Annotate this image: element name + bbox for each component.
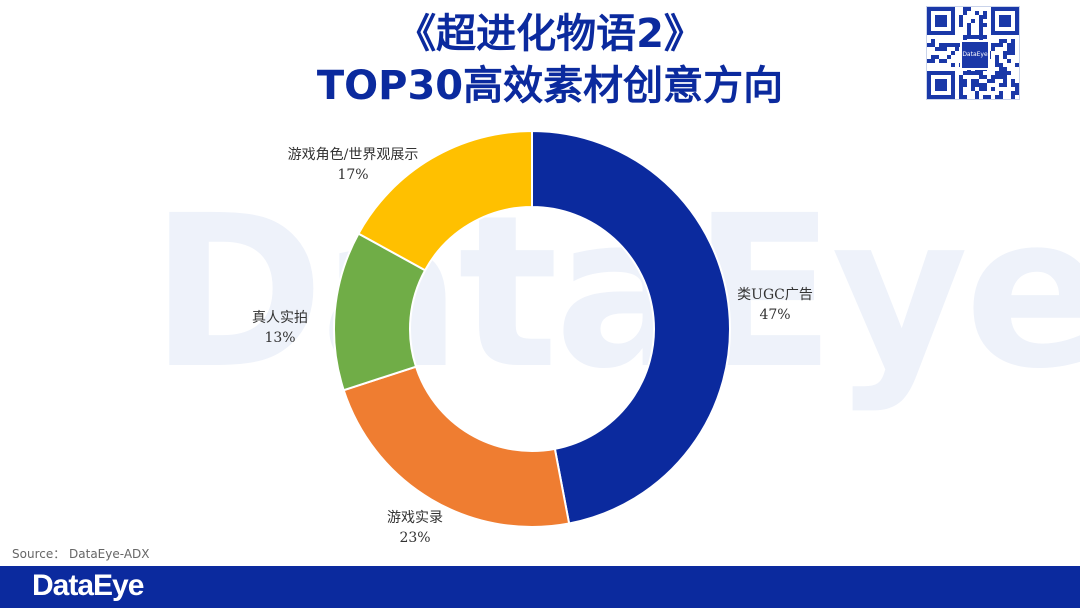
- slice-ugc: [531, 129, 731, 525]
- slice-label-liveaction: 真人实拍 13%: [230, 308, 330, 348]
- slice-label-character: 游戏角色/世界观展示 17%: [258, 145, 448, 185]
- slice-label-percent: 17%: [337, 167, 369, 183]
- footer-logo: DataEye: [32, 569, 144, 602]
- slice-label-ugc: 类UGC广告 47%: [725, 285, 825, 325]
- qr-logo-icon: DataEye: [960, 40, 990, 70]
- slice-label-name: 真人实拍: [252, 310, 308, 326]
- source-note: Source： DataEye-ADX: [12, 547, 150, 561]
- slice-label-name: 类UGC广告: [737, 287, 813, 303]
- slice-character: [357, 129, 533, 272]
- page-title: 《超进化物语2》 TOP30高效素材创意方向: [0, 8, 1080, 112]
- slice-label-percent: 13%: [264, 330, 296, 346]
- title-line-1: 《超进化物语2》: [396, 11, 704, 57]
- title-line-2: TOP30高效素材创意方向: [316, 63, 784, 109]
- footer-bar: DataEye: [0, 566, 1080, 608]
- slice-label-name: 游戏实录: [387, 510, 443, 526]
- slice-label-gameplay: 游戏实录 23%: [355, 508, 475, 548]
- slice-gameplay: [342, 365, 571, 528]
- slice-label-name: 游戏角色/世界观展示: [287, 147, 419, 163]
- slice-label-percent: 47%: [759, 307, 791, 323]
- slice-label-percent: 23%: [399, 530, 431, 546]
- qr-code: DataEye: [926, 6, 1020, 100]
